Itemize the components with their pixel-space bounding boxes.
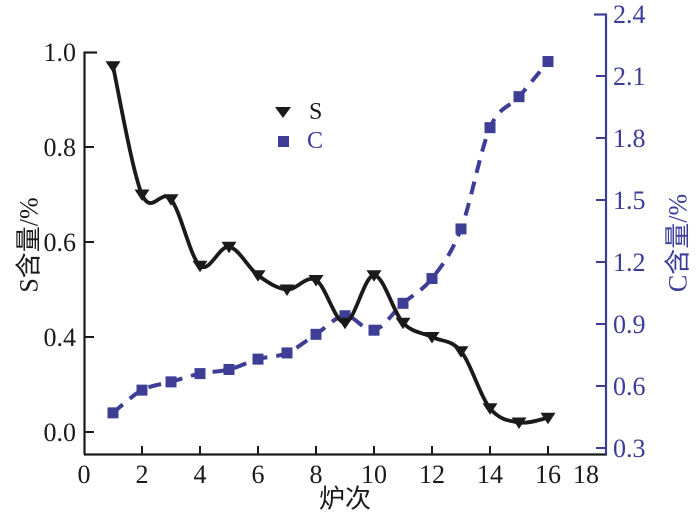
legend-label-s: S	[309, 99, 323, 125]
s-series-marker	[424, 332, 440, 344]
triangle-down-icon	[275, 106, 291, 118]
c-series-marker	[136, 384, 148, 396]
s-series-marker	[221, 241, 237, 254]
c-series-marker	[194, 368, 206, 380]
x-tick-label: 4	[194, 460, 207, 489]
square-icon	[278, 135, 289, 147]
c-series-marker	[339, 310, 351, 322]
s-series-marker	[395, 317, 411, 330]
right-axis-title: C含量/%	[663, 193, 693, 293]
x-tick-label: 2	[136, 460, 149, 489]
c-series-marker	[484, 122, 496, 134]
right-tick-label: 2.4	[613, 0, 646, 29]
s-series-marker	[279, 284, 295, 296]
legend-label-c: C	[307, 128, 324, 154]
x-tick-label: 12	[419, 460, 445, 489]
right-tick-label: 1.8	[613, 124, 646, 153]
legend-item-s: S	[275, 99, 323, 125]
left-axis-title: S含量/%	[14, 197, 44, 293]
right-tick-label: 2.1	[613, 62, 646, 91]
s-series-line	[111, 64, 550, 425]
x-tick-label: 10	[361, 460, 387, 489]
x-tick-label: 8	[310, 460, 323, 489]
c-series-marker	[455, 223, 467, 235]
s-series-marker	[511, 417, 527, 429]
left-tick-label: 0.4	[44, 323, 77, 352]
c-series-marker	[252, 353, 264, 365]
c-series-marker	[426, 273, 438, 285]
left-tick-label: 0.0	[44, 418, 77, 447]
s-series-marker	[134, 189, 150, 201]
c-series-marker	[542, 56, 554, 68]
s-series-marker	[482, 403, 498, 415]
x-axis-title: 炉次	[318, 484, 372, 514]
x-tick-label: 18	[573, 460, 599, 489]
right-tick-label: 0.6	[613, 372, 646, 401]
c-series-marker	[223, 363, 235, 375]
c-series-marker	[513, 91, 525, 103]
s-series-marker	[453, 346, 469, 358]
s-series-marker	[337, 317, 353, 330]
left-tick-label: 0.6	[44, 228, 77, 257]
c-series-marker	[107, 407, 119, 419]
right-tick-label: 1.5	[613, 186, 646, 215]
x-tick-label: 14	[477, 460, 503, 489]
c-series-line	[111, 60, 550, 415]
right-tick-label: 1.2	[613, 248, 646, 277]
c-series-marker	[368, 324, 380, 336]
s-series-marker	[192, 260, 208, 273]
s-series-marker	[308, 275, 324, 287]
legend-item-c: C	[275, 128, 324, 154]
c-series-marker	[310, 328, 322, 340]
left-tick-label: 0.8	[44, 133, 77, 162]
s-series-marker	[105, 61, 121, 73]
right-tick-label: 0.3	[613, 434, 646, 463]
x-tick-label: 6	[252, 460, 265, 489]
c-series-marker	[165, 376, 177, 388]
s-series-marker	[540, 412, 556, 425]
legend: S C	[275, 99, 324, 159]
s-series-marker	[163, 194, 179, 206]
s-series-marker	[366, 270, 382, 282]
s-series-marker	[250, 270, 266, 282]
c-series-marker	[281, 347, 293, 359]
x-tick-label: 0	[78, 460, 91, 489]
left-tick-label: 1.0	[44, 38, 77, 67]
c-series-marker	[397, 297, 409, 309]
right-tick-label: 0.9	[613, 310, 646, 339]
x-tick-label: 16	[535, 460, 561, 489]
